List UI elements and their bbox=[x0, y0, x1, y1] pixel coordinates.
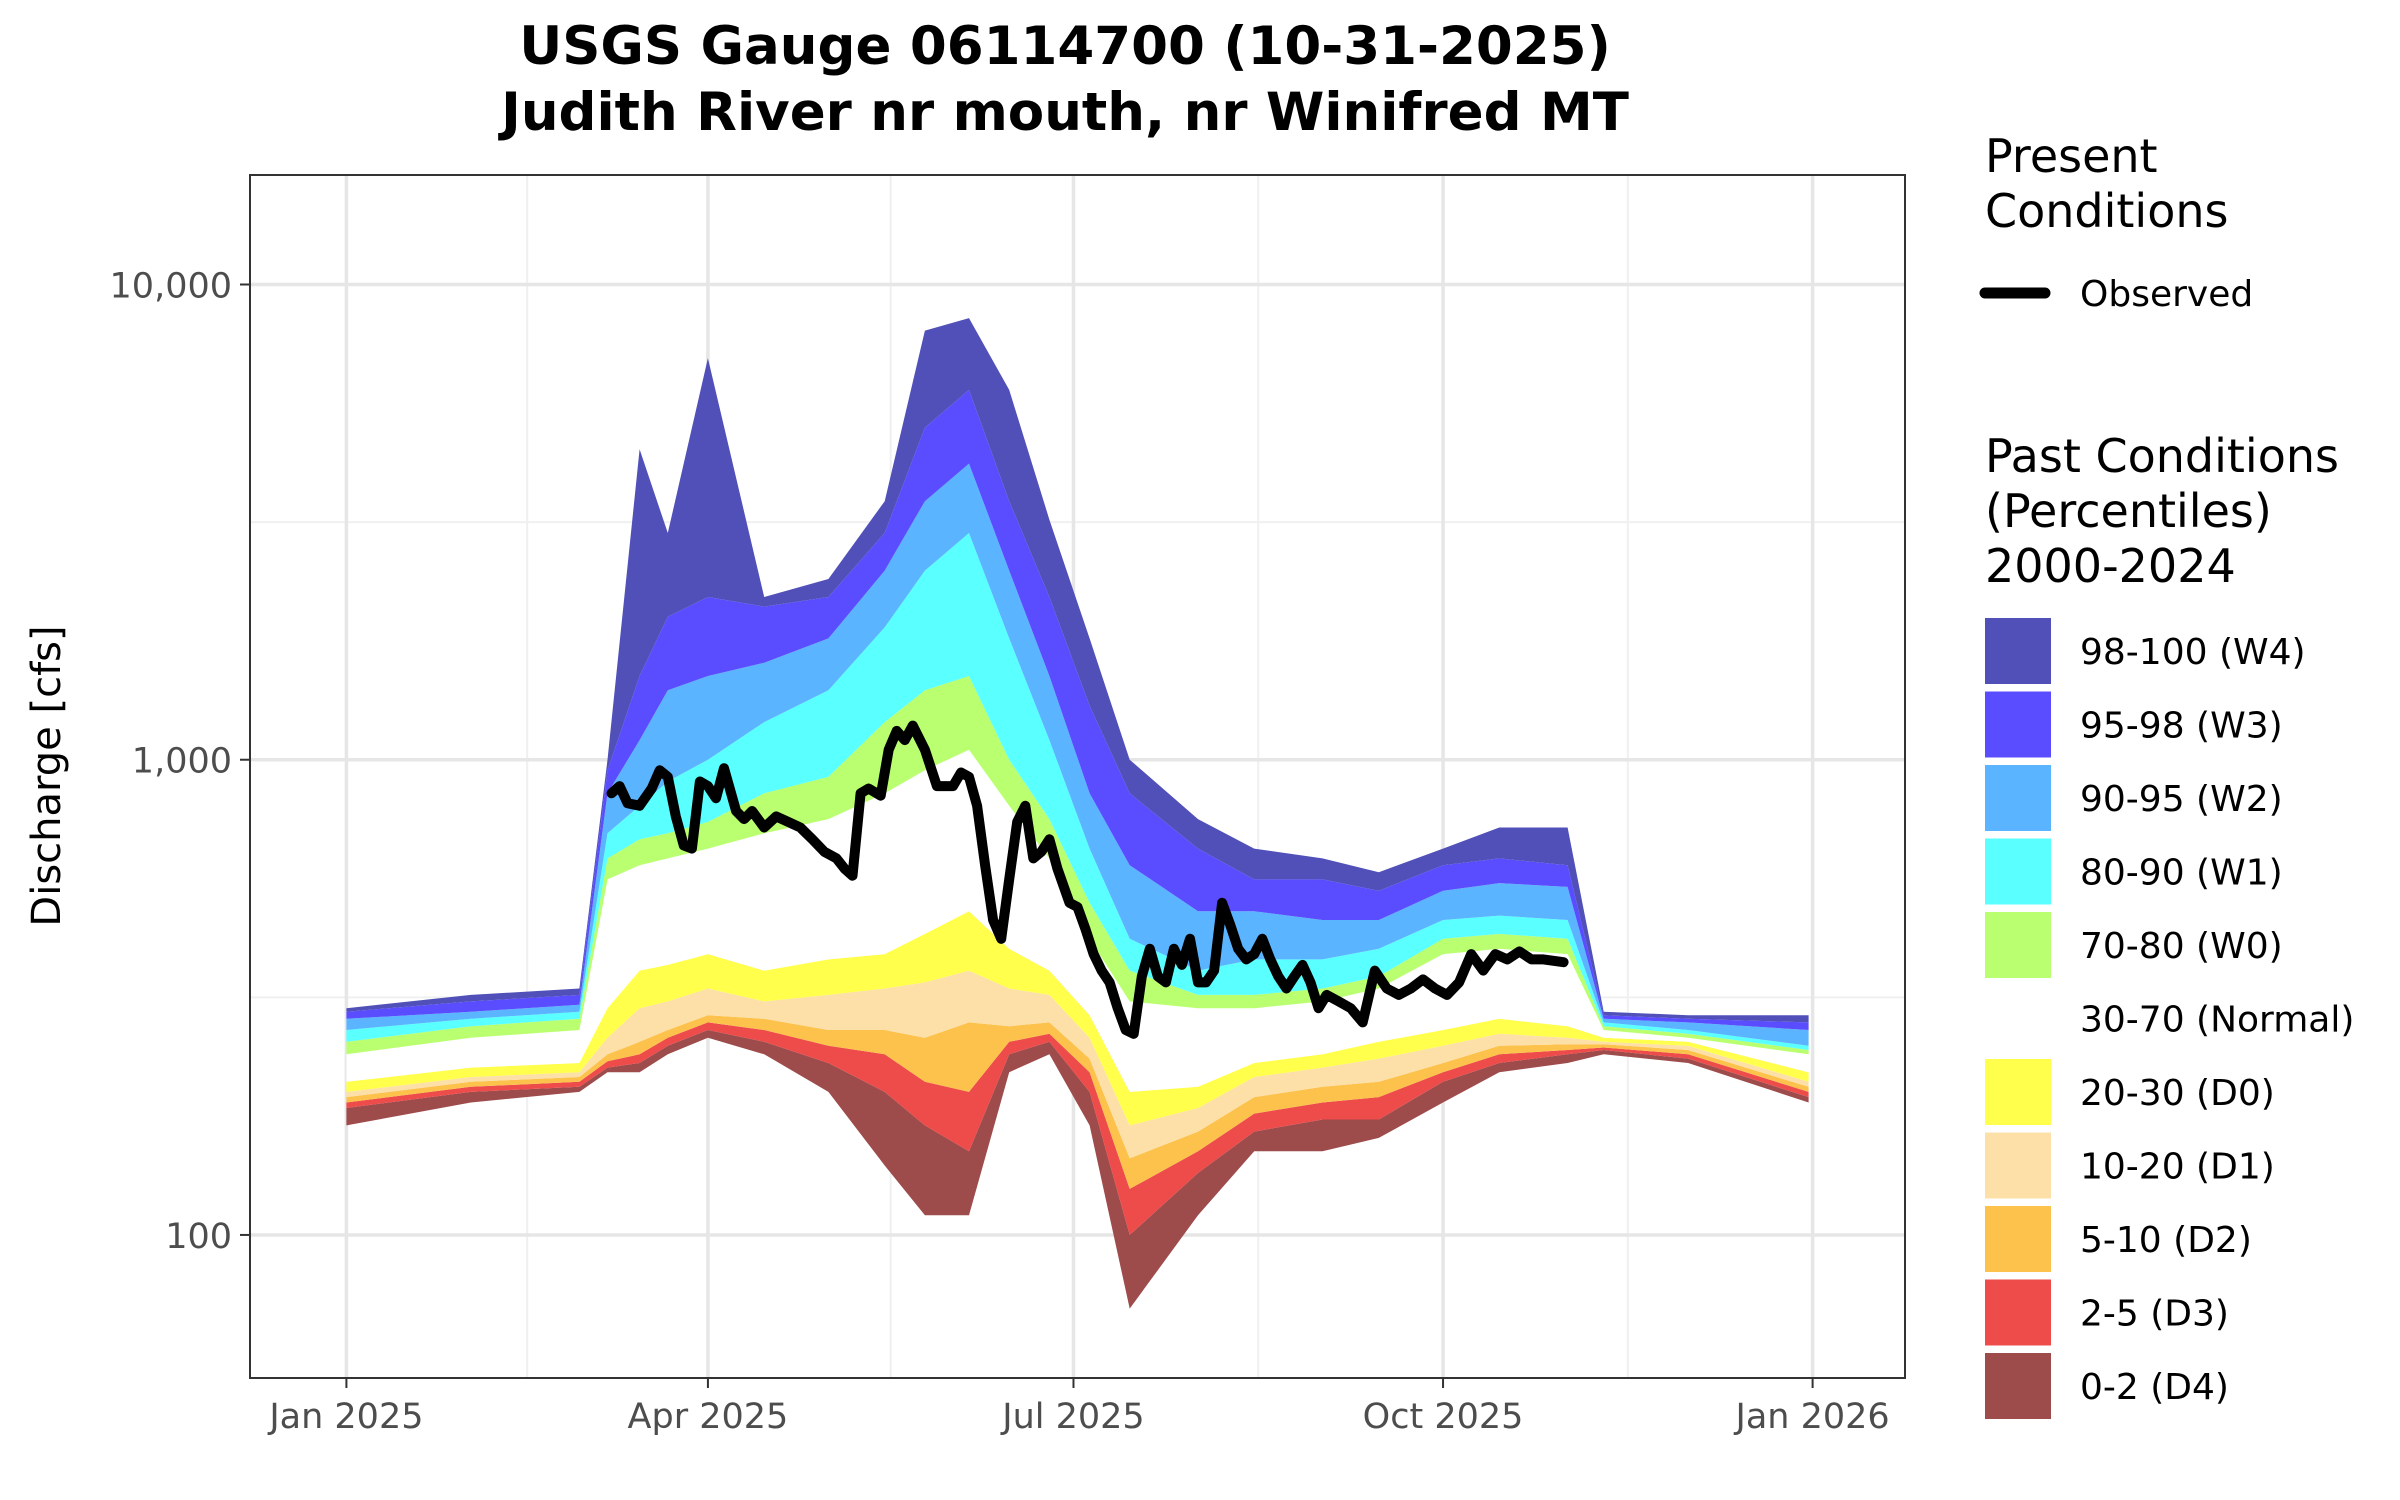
legend-key-swatch bbox=[1985, 1059, 2051, 1125]
y-tick-label: 1,000 bbox=[132, 742, 232, 782]
legend-key-swatch bbox=[1985, 691, 2051, 758]
legend-key-label: 2-5 (D3) bbox=[2080, 1294, 2229, 1335]
legend-key-swatch bbox=[1985, 1132, 2051, 1199]
legend-key-label: 0-2 (D4) bbox=[2080, 1367, 2229, 1408]
legend-key-label: 95-98 (W3) bbox=[2080, 706, 2283, 747]
legend-present-title-line: Conditions bbox=[1985, 184, 2228, 238]
band-area-80-90 bbox=[346, 533, 1809, 1050]
observed-line bbox=[606, 720, 1569, 1039]
legend-key-label: 70-80 (W0) bbox=[2080, 926, 2283, 967]
observed-series bbox=[606, 720, 1569, 1039]
legend-observed: Observed bbox=[1979, 274, 2253, 315]
x-tick-label: Jan 2026 bbox=[1734, 1397, 1890, 1437]
y-axis-label: Discharge [cfs] bbox=[24, 625, 70, 926]
legend-key-label: 90-95 (W2) bbox=[2080, 779, 2283, 820]
legend-key-label: 98-100 (W4) bbox=[2080, 632, 2306, 673]
legend-key-swatch bbox=[1985, 912, 2051, 978]
legend-key-label: 5-10 (D2) bbox=[2080, 1220, 2252, 1261]
legend-key-swatch bbox=[1985, 765, 2051, 831]
y-tick-label: 100 bbox=[165, 1217, 232, 1257]
legend-past-title-line: (Percentiles) bbox=[1985, 484, 2272, 538]
legend-past-title-line: Past Conditions bbox=[1985, 429, 2339, 483]
x-tick-label: Apr 2025 bbox=[628, 1397, 789, 1437]
x-tick-label: Oct 2025 bbox=[1363, 1397, 1524, 1437]
band-area-95-98 bbox=[346, 389, 1809, 1030]
band-area-0-2 bbox=[346, 1030, 1809, 1309]
legend-key-swatch bbox=[1985, 1279, 2051, 1346]
legend-key-label: 30-70 (Normal) bbox=[2080, 1000, 2354, 1041]
legend-key-label: 80-90 (W1) bbox=[2080, 853, 2283, 894]
legend-past-title: Past Conditions(Percentiles)2000-2024 bbox=[1985, 429, 2339, 593]
y-tick-label: 10,000 bbox=[110, 267, 232, 307]
y-axis: 100 1,000 10,000 bbox=[110, 267, 250, 1257]
x-tick-label: Jul 2025 bbox=[1000, 1397, 1144, 1437]
legend-past-title-line: 2000-2024 bbox=[1985, 539, 2236, 593]
x-axis: Jan 2025 Apr 2025 Jul 2025 Oct 2025 Jan 2026 bbox=[267, 1378, 1890, 1437]
legend-key-label: 20-30 (D0) bbox=[2080, 1073, 2275, 1114]
band-area-98-100 bbox=[346, 318, 1809, 1023]
legend-key-label: 10-20 (D1) bbox=[2080, 1147, 2275, 1188]
legend-percentile-keys: 98-100 (W4) 95-98 (W3) 90-95 (W2) 80-90 (W1… bbox=[1985, 618, 2354, 1419]
legend-key-swatch bbox=[1985, 1206, 2051, 1272]
plot-panel bbox=[249, 174, 1906, 1379]
x-tick-label: Jan 2025 bbox=[267, 1397, 423, 1437]
legend-observed-label: Observed bbox=[2080, 274, 2253, 315]
band-area-5-10 bbox=[346, 1015, 1809, 1189]
plot-border bbox=[249, 174, 1906, 1379]
legend-key-swatch bbox=[1985, 985, 2051, 1052]
chart-title: USGS Gauge 06114700 (10-31-2025) bbox=[519, 16, 1611, 77]
band-area-90-95 bbox=[346, 463, 1809, 1046]
legend-present-title-line: Present bbox=[1985, 129, 2158, 183]
chart-subtitle: Judith River nr mouth, nr Winifred MT bbox=[498, 82, 1629, 143]
band-area-70-80 bbox=[346, 676, 1809, 1055]
legend-key-swatch bbox=[1985, 618, 2051, 684]
band-area-20-30 bbox=[346, 911, 1809, 1126]
band-area-2-5 bbox=[346, 1022, 1809, 1235]
legend-key-swatch bbox=[1985, 1353, 2051, 1419]
legend-key-swatch bbox=[1985, 838, 2051, 905]
